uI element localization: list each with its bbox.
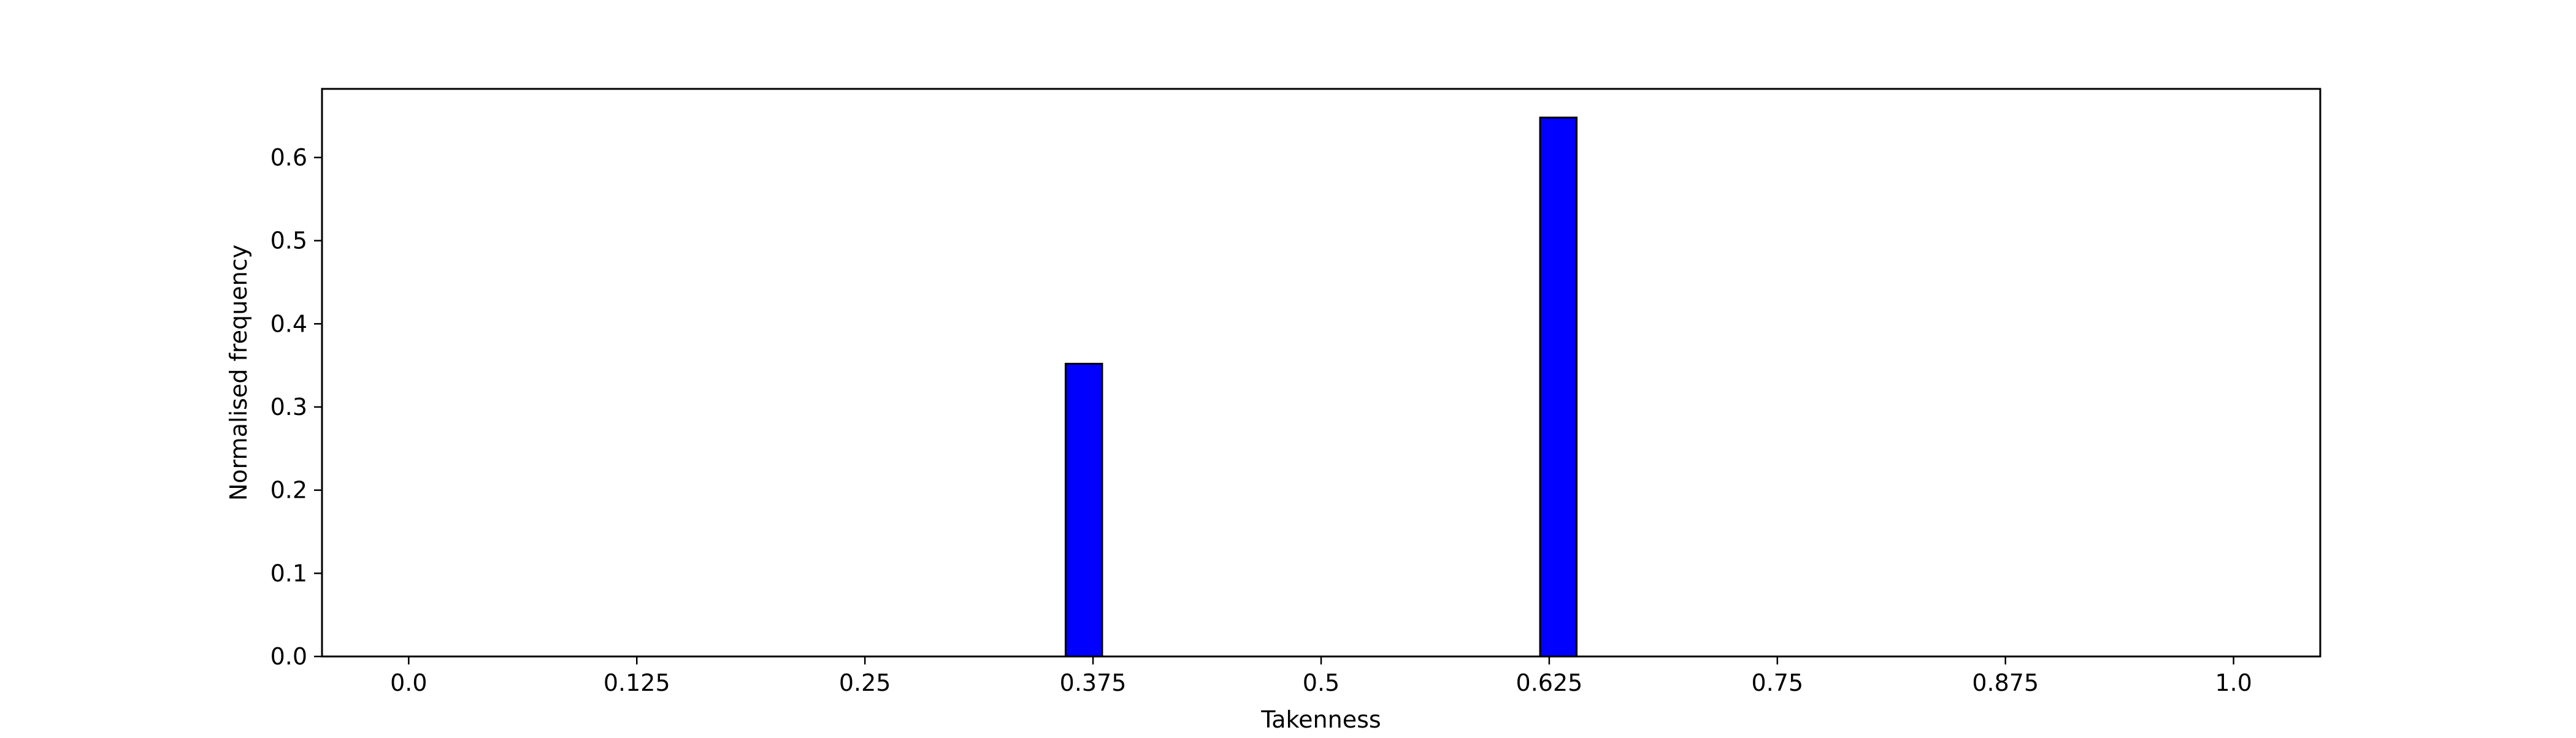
y-tick-label: 0.5	[270, 227, 307, 254]
x-tick-label: 0.875	[1972, 669, 2039, 696]
y-tick-label: 0.0	[270, 643, 307, 670]
y-axis-label: Normalised frequency	[225, 245, 252, 501]
y-tick-label: 0.2	[270, 477, 307, 504]
x-tick-label: 0.125	[604, 669, 670, 696]
y-tick-label: 0.3	[270, 394, 307, 420]
bars-layer	[1064, 116, 1578, 658]
y-axis: 0.0 0.1 0.2 0.3 0.4 0.5 0.6	[270, 144, 322, 670]
x-axis-label: Takenness	[1260, 706, 1381, 733]
x-tick-label: 1.0	[2215, 669, 2252, 696]
histogram-bar	[1064, 362, 1103, 658]
x-axis: 0.0 0.125 0.25 0.375 0.5 0.625 0.75 0.875 1.0	[390, 656, 2252, 696]
y-tick-label: 0.1	[270, 560, 307, 587]
x-tick-label: 0.75	[1752, 669, 1804, 696]
histogram-bar	[1539, 116, 1578, 658]
x-tick-label: 0.375	[1060, 669, 1127, 696]
plot-frame	[321, 88, 2321, 658]
y-tick-label: 0.6	[270, 144, 307, 171]
y-tick-label: 0.4	[270, 310, 307, 337]
x-tick-label: 0.625	[1516, 669, 1583, 696]
x-tick-label: 0.25	[839, 669, 891, 696]
x-tick-label: 0.5	[1303, 669, 1340, 696]
x-tick-label: 0.0	[390, 669, 427, 696]
